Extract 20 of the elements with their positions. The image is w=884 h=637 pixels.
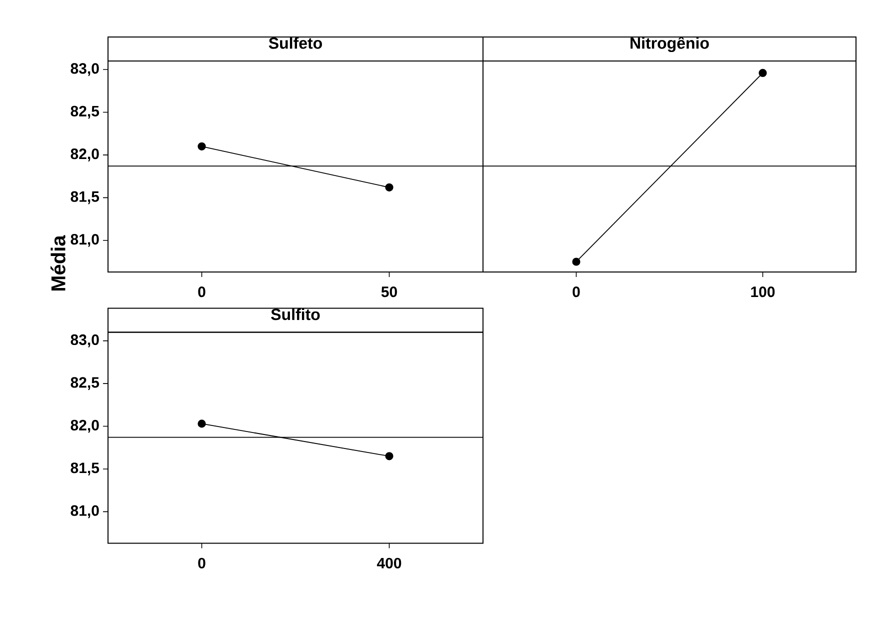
y-tick-label: 81,0 <box>70 505 99 518</box>
y-tick-label: 83,0 <box>70 334 99 348</box>
y-axis-title: Média <box>50 235 66 291</box>
y-tick-label: 82,5 <box>70 377 100 390</box>
y-tick-label: 81,5 <box>70 191 100 204</box>
chart-title: Sulfito <box>271 308 320 320</box>
y-tick-label: 82,0 <box>70 148 99 162</box>
x-tick-label: 0 <box>198 558 206 568</box>
y-tick-label: 81,5 <box>70 462 100 476</box>
x-tick-label: 0 <box>198 286 206 298</box>
y-tick-label: 82,0 <box>70 420 99 433</box>
chart-title: Nitrogênio <box>630 36 709 52</box>
y-tick-label: 82,5 <box>70 106 100 119</box>
x-tick-label: 400 <box>376 558 402 568</box>
chart-title: Sulfeto <box>268 37 322 49</box>
x-tick-label: 100 <box>751 286 775 298</box>
x-tick-label: 0 <box>572 286 580 298</box>
x-tick-label: 50 <box>381 286 397 298</box>
y-tick-label: 83,0 <box>70 63 99 76</box>
y-tick-label: 81,0 <box>70 234 99 247</box>
